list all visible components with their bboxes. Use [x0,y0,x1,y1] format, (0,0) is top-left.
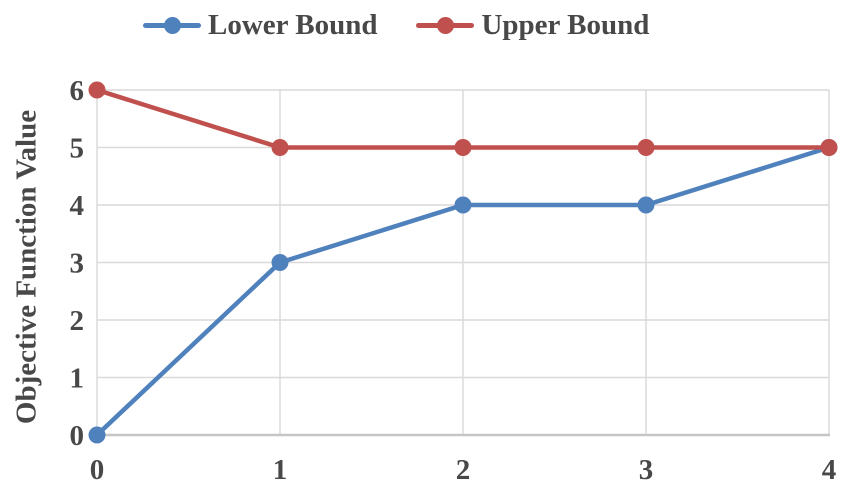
y-tick-label: 1 [70,363,85,395]
line-marker-swatch-icon [416,16,475,36]
x-tick-label: 2 [456,454,471,486]
legend: Lower Bound Upper Bound [143,11,649,40]
data-point-marker-lower-bound[interactable] [454,196,472,214]
data-point-marker-lower-bound[interactable] [88,426,106,444]
legend-label-upper-bound: Upper Bound [481,9,650,41]
line-marker-swatch-icon [143,16,201,36]
data-point-marker-upper-bound[interactable] [271,139,289,156]
y-tick-label: 5 [70,133,85,165]
x-tick-label: 3 [639,454,654,486]
y-tick-label: 3 [70,248,85,280]
x-tick-label: 4 [822,454,837,486]
data-point-marker-upper-bound[interactable] [454,139,472,156]
y-tick-label: 6 [70,75,85,107]
data-point-marker-upper-bound[interactable] [820,139,838,156]
data-point-marker-upper-bound[interactable] [88,81,106,99]
data-point-marker-lower-bound[interactable] [271,254,289,271]
y-tick-label: 0 [70,420,85,452]
y-tick-label: 4 [70,190,85,222]
x-tick-label: 0 [90,454,105,486]
legend-label-lower-bound: Lower Bound [208,9,378,41]
data-point-marker-lower-bound[interactable] [637,196,655,214]
legend-dot-icon [436,17,454,34]
legend-dot-icon [163,17,181,34]
x-tick-label: 1 [273,454,288,486]
data-point-marker-upper-bound[interactable] [637,139,655,156]
legend-item-upper-bound[interactable]: Upper Bound [416,11,649,40]
y-tick-label: 2 [70,305,85,337]
legend-item-lower-bound[interactable]: Lower Bound [143,11,377,40]
